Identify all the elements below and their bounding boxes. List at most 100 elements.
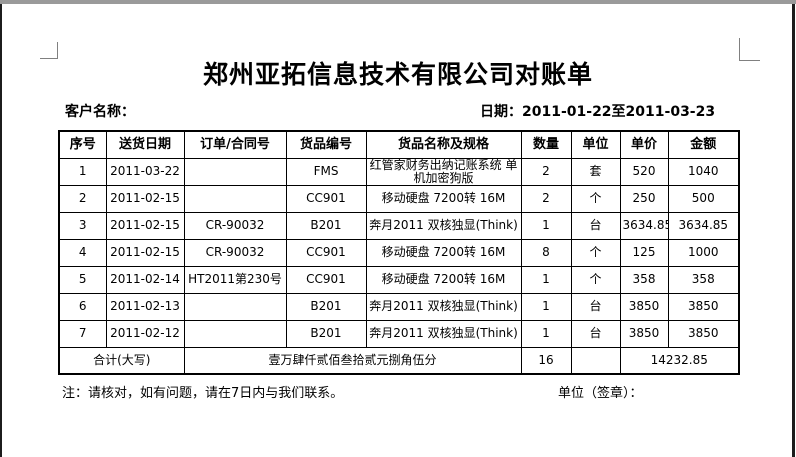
company-seal-label: 单位（签章）： — [558, 386, 643, 401]
cell-amount: 500 — [667, 184, 740, 213]
table-row: 2 2011-02-15 CC901 移动硬盘 7200转 16M 2 个 25… — [58, 184, 740, 213]
page-left-edge — [0, 4, 2, 457]
window-top-edge — [0, 0, 796, 4]
col-header-order-no: 订单/合同号 — [183, 130, 287, 159]
cell-price: 520 — [619, 157, 669, 186]
cell-date: 2011-02-15 — [105, 184, 185, 213]
cell-unit: 台 — [570, 292, 621, 321]
cell-amount: 3850 — [667, 292, 740, 321]
cell-order: HT2011第230号 — [183, 265, 287, 294]
cell-name: 红管家财务出纳记账系统 单机加密狗版 — [365, 157, 522, 186]
total-amount: 14232.85 — [619, 346, 740, 375]
cell-code: CC901 — [285, 265, 367, 294]
cell-unit: 套 — [570, 157, 621, 186]
cell-code: B201 — [285, 211, 367, 240]
statement-table: 序号 送货日期 订单/合同号 货品编号 货品名称及规格 数量 单位 单价 金额 … — [58, 130, 740, 375]
cell-date: 2011-02-15 — [105, 238, 185, 267]
header-row: 序号 送货日期 订单/合同号 货品编号 货品名称及规格 数量 单位 单价 金额 — [58, 130, 740, 159]
total-qty: 16 — [520, 346, 572, 375]
total-unit-blank — [570, 346, 621, 375]
cell-code: FMS — [285, 157, 367, 186]
cell-qty: 1 — [520, 319, 572, 348]
cell-no: 3 — [58, 211, 107, 240]
cell-no: 5 — [58, 265, 107, 294]
cell-unit: 个 — [570, 238, 621, 267]
table-row: 6 2011-02-13 B201 奔月2011 双核独显(Think) 1 台… — [58, 292, 740, 321]
text-boundary-mark-top-right — [739, 38, 760, 61]
cell-unit: 个 — [570, 265, 621, 294]
cell-date: 2011-02-15 — [105, 211, 185, 240]
cell-price: 125 — [619, 238, 669, 267]
cell-unit: 个 — [570, 184, 621, 213]
customer-name-label: 客户名称： — [65, 104, 135, 120]
cell-code: CC901 — [285, 184, 367, 213]
col-header-no: 序号 — [58, 130, 107, 159]
cell-order — [183, 319, 287, 348]
table-row: 3 2011-02-15 CR-90032 B201 奔月2011 双核独显(T… — [58, 211, 740, 240]
date-range: 日期：2011-01-22至2011-03-23 — [480, 101, 715, 121]
table-row: 4 2011-02-15 CR-90032 CC901 移动硬盘 7200转 1… — [58, 238, 740, 267]
cell-price: 3850 — [619, 292, 669, 321]
total-row: 合计(大写) 壹万肆仟贰佰叁拾贰元捌角伍分 16 14232.85 — [58, 346, 740, 375]
cell-price: 358 — [619, 265, 669, 294]
total-amount-in-words: 壹万肆仟贰佰叁拾贰元捌角伍分 — [183, 346, 522, 375]
cell-unit: 台 — [570, 211, 621, 240]
cell-qty: 2 — [520, 184, 572, 213]
cell-order — [183, 292, 287, 321]
cell-date: 2011-02-14 — [105, 265, 185, 294]
cell-no: 2 — [58, 184, 107, 213]
note-text: 注：请核对，如有问题，请在7日内与我们联系。 — [62, 386, 344, 401]
col-header-unit: 单位 — [570, 130, 621, 159]
meta-row: 客户名称： 日期：2011-01-22至2011-03-23 — [0, 101, 796, 121]
cell-no: 6 — [58, 292, 107, 321]
cell-code: B201 — [285, 292, 367, 321]
date-value: 2011-01-22至2011-03-23 — [522, 104, 716, 120]
cell-price: 250 — [619, 184, 669, 213]
cell-price: 3850 — [619, 319, 669, 348]
cell-qty: 2 — [520, 157, 572, 186]
cell-order — [183, 157, 287, 186]
cell-price: 3634.85 — [619, 211, 669, 240]
cell-name: 奔月2011 双核独显(Think) — [365, 211, 522, 240]
col-header-item-code: 货品编号 — [285, 130, 367, 159]
cell-no: 7 — [58, 319, 107, 348]
col-header-price: 单价 — [619, 130, 669, 159]
cell-order — [183, 184, 287, 213]
cell-amount: 1040 — [667, 157, 740, 186]
table-row: 1 2011-03-22 FMS 红管家财务出纳记账系统 单机加密狗版 2 套 … — [58, 157, 740, 186]
cell-date: 2011-03-22 — [105, 157, 185, 186]
cell-unit: 台 — [570, 319, 621, 348]
cell-amount: 358 — [667, 265, 740, 294]
col-header-item-name: 货品名称及规格 — [365, 130, 522, 159]
cell-order: CR-90032 — [183, 238, 287, 267]
cell-name: 奔月2011 双核独显(Think) — [365, 319, 522, 348]
cell-amount: 3634.85 — [667, 211, 740, 240]
text-boundary-mark-top-left — [40, 42, 58, 59]
cell-no: 4 — [58, 238, 107, 267]
page-title: 郑州亚拓信息技术有限公司对账单 — [202, 60, 593, 89]
cell-name: 奔月2011 双核独显(Think) — [365, 292, 522, 321]
cell-amount: 1000 — [667, 238, 740, 267]
cell-amount: 3850 — [667, 319, 740, 348]
cell-order: CR-90032 — [183, 211, 287, 240]
date-label: 日期： — [480, 104, 522, 120]
cell-no: 1 — [58, 157, 107, 186]
cell-name: 移动硬盘 7200转 16M — [365, 238, 522, 267]
table-row: 7 2011-02-12 B201 奔月2011 双核独显(Think) 1 台… — [58, 319, 740, 348]
col-header-amount: 金额 — [667, 130, 740, 159]
cell-name: 移动硬盘 7200转 16M — [365, 184, 522, 213]
table-row: 5 2011-02-14 HT2011第230号 CC901 移动硬盘 7200… — [58, 265, 740, 294]
cell-qty: 1 — [520, 211, 572, 240]
col-header-qty: 数量 — [520, 130, 572, 159]
cell-qty: 1 — [520, 265, 572, 294]
total-label: 合计(大写) — [58, 346, 185, 375]
cell-code: B201 — [285, 319, 367, 348]
page-right-edge — [792, 4, 795, 457]
cell-qty: 1 — [520, 292, 572, 321]
cell-date: 2011-02-12 — [105, 319, 185, 348]
cell-qty: 8 — [520, 238, 572, 267]
cell-name: 移动硬盘 7200转 16M — [365, 265, 522, 294]
cell-date: 2011-02-13 — [105, 292, 185, 321]
cell-code: CC901 — [285, 238, 367, 267]
col-header-delivery-date: 送货日期 — [105, 130, 185, 159]
